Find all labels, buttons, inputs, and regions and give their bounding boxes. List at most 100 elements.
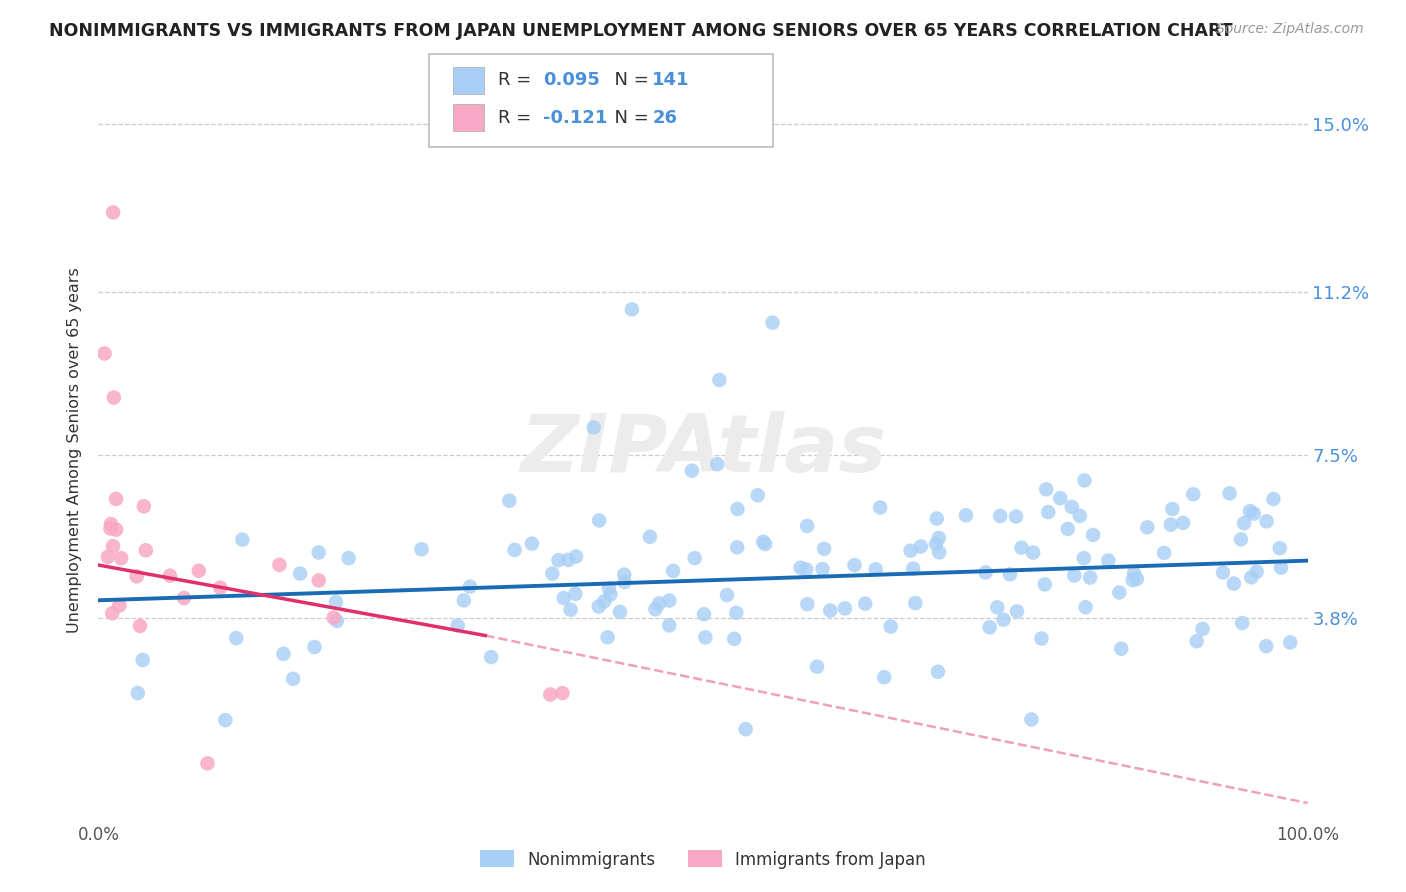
Point (281, 672, 304, 686)
Point (901, 561, 924, 575)
Point (1256, 639, 1278, 653)
Point (1279, 635, 1302, 649)
Point (1122, 573, 1144, 587)
Point (553, 591, 575, 605)
Point (101, 205, 124, 219)
Point (322, 610, 344, 624)
Point (761, 316, 783, 330)
Point (1005, 604, 1028, 618)
Text: R =: R = (498, 71, 537, 89)
Point (879, 619, 901, 633)
Point (541, 566, 564, 581)
Point (187, 564, 209, 578)
Point (644, 602, 666, 616)
Point (796, 597, 818, 611)
Point (869, 500, 891, 515)
Point (1185, 634, 1208, 648)
Point (498, 493, 520, 508)
Point (1126, 572, 1149, 586)
Point (986, 600, 1008, 615)
Legend: Nonimmigrants, Immigrants from Japan: Nonimmigrants, Immigrants from Japan (474, 844, 932, 875)
Point (1239, 504, 1261, 518)
Point (503, 542, 526, 557)
Text: 0.095: 0.095 (543, 71, 599, 89)
Point (853, 597, 876, 611)
Point (813, 541, 835, 556)
Point (479, 650, 502, 665)
Text: ZIPAtlas: ZIPAtlas (520, 411, 886, 490)
Point (520, 536, 543, 550)
Point (844, 558, 866, 573)
Point (993, 613, 1015, 627)
Point (551, 686, 574, 700)
Point (103, 391, 125, 405)
Point (693, 607, 716, 622)
Point (1069, 508, 1091, 523)
Point (582, 420, 605, 434)
Point (225, 631, 247, 645)
Point (988, 508, 1011, 523)
Point (754, 537, 776, 551)
Point (1153, 546, 1175, 560)
Point (596, 630, 619, 644)
Point (638, 530, 661, 544)
Point (873, 670, 896, 684)
Point (1123, 566, 1146, 580)
Point (979, 620, 1001, 634)
Point (1056, 522, 1078, 536)
Point (925, 511, 948, 525)
Text: -0.121: -0.121 (543, 109, 607, 127)
Point (925, 537, 948, 551)
Point (613, 567, 636, 582)
Point (1219, 486, 1241, 500)
Point (101, 606, 124, 620)
Point (453, 593, 475, 607)
Point (910, 540, 932, 554)
Point (747, 488, 769, 502)
Point (1243, 507, 1265, 521)
Point (273, 647, 295, 661)
Point (209, 581, 232, 595)
Point (588, 513, 610, 527)
Point (928, 545, 950, 559)
Point (1031, 632, 1053, 646)
Point (1081, 528, 1104, 542)
Point (727, 502, 749, 516)
Point (1038, 505, 1060, 519)
Point (308, 574, 330, 588)
Point (599, 587, 621, 601)
Text: N =: N = (603, 71, 655, 89)
Point (662, 564, 685, 578)
Point (214, 713, 236, 727)
Point (955, 508, 977, 523)
Point (794, 562, 817, 576)
Point (1270, 560, 1292, 574)
Point (1005, 509, 1028, 524)
Point (1073, 551, 1095, 566)
Point (1230, 533, 1253, 547)
Point (1263, 491, 1285, 506)
Point (135, 543, 157, 558)
Point (974, 566, 997, 580)
Point (1078, 570, 1101, 584)
Point (725, 541, 748, 555)
Point (105, 523, 128, 537)
Point (127, 686, 149, 700)
Point (1268, 541, 1291, 556)
Point (97, 549, 120, 564)
Point (834, 601, 856, 615)
Point (269, 558, 291, 572)
Point (588, 599, 610, 614)
Point (1049, 491, 1071, 505)
Point (159, 568, 181, 582)
Point (288, 566, 311, 581)
Point (1073, 474, 1095, 488)
Point (865, 562, 887, 576)
Point (1161, 502, 1184, 516)
Point (609, 605, 631, 619)
Point (716, 588, 738, 602)
Point (593, 594, 616, 608)
Point (458, 580, 481, 594)
Point (683, 551, 706, 566)
Point (565, 549, 588, 564)
